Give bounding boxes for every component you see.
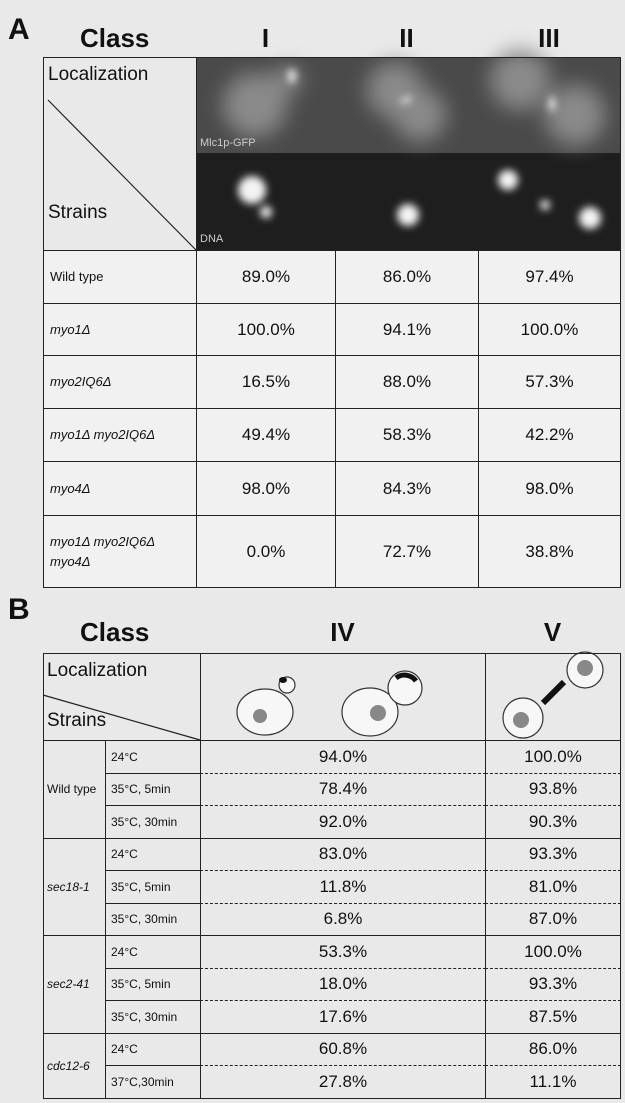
class-label: Class xyxy=(80,616,150,647)
strain-cell: myo1Δ xyxy=(43,303,197,356)
strain-cell: myo2IQ6Δ xyxy=(43,355,197,409)
image-label: Mlc1p-GFP xyxy=(200,137,256,149)
value-cell: 49.4% xyxy=(196,408,336,462)
value-cell: 6.8% xyxy=(200,902,486,935)
image-cell xyxy=(200,653,486,741)
value-cell: 90.3% xyxy=(485,805,621,838)
image-frame xyxy=(196,57,621,251)
condition-cell: 37°C,30min xyxy=(105,1065,201,1099)
localization-label: Localization xyxy=(48,64,149,85)
value-cell: 16.5% xyxy=(196,355,336,409)
value-cell: 93.8% xyxy=(485,772,621,805)
value-cell: 93.3% xyxy=(485,967,621,1000)
value-cell: 53.3% xyxy=(200,935,486,968)
value-cell: 18.0% xyxy=(200,967,486,1000)
strain-cell: sec18-1 xyxy=(43,837,106,936)
table-bottom xyxy=(43,1097,621,1099)
value-cell: 93.3% xyxy=(485,837,621,870)
condition-cell: 35°C, 30min xyxy=(105,1000,201,1034)
condition-cell: 24°C xyxy=(105,837,201,871)
strain-cell: myo1Δ myo2IQ6Δ xyxy=(43,408,197,462)
value-cell: 92.0% xyxy=(200,805,486,838)
condition-cell: 35°C, 30min xyxy=(105,902,201,936)
value-cell: 88.0% xyxy=(335,355,479,409)
condition-cell: 24°C xyxy=(105,1032,201,1066)
strains-label: Strains xyxy=(48,202,108,223)
value-cell: 58.3% xyxy=(335,408,479,462)
value-cell: 57.3% xyxy=(478,355,621,409)
value-cell: 78.4% xyxy=(200,772,486,805)
condition-cell: 24°C xyxy=(105,935,201,969)
condition-cell: 35°C, 5min xyxy=(105,772,201,806)
value-cell: 0.0% xyxy=(196,515,336,588)
value-cell: 94.1% xyxy=(335,303,479,356)
condition-cell: 35°C, 5min xyxy=(105,870,201,904)
panel-label: A xyxy=(8,13,30,46)
value-cell: 94.0% xyxy=(200,740,486,773)
value-cell: 81.0% xyxy=(485,870,621,903)
value-cell: 11.1% xyxy=(485,1065,621,1098)
value-cell: 87.0% xyxy=(485,902,621,935)
image-label: DNA xyxy=(200,233,224,245)
value-cell: 38.8% xyxy=(478,515,621,588)
value-cell: 87.5% xyxy=(485,1000,621,1033)
value-cell: 100.0% xyxy=(485,740,621,773)
condition-cell: 35°C, 30min xyxy=(105,805,201,839)
class-label: Class xyxy=(80,22,150,53)
strains-label: Strains xyxy=(47,710,107,731)
value-cell: 97.4% xyxy=(478,250,621,304)
column-header: V xyxy=(543,616,562,647)
value-cell: 98.0% xyxy=(196,461,336,516)
value-cell: 89.0% xyxy=(196,250,336,304)
value-cell: 100.0% xyxy=(478,303,621,356)
panel-label: B xyxy=(8,593,30,626)
column-header: III xyxy=(538,22,560,53)
value-cell: 60.8% xyxy=(200,1032,486,1065)
strain-cell: cdc12-6 xyxy=(43,1032,106,1099)
value-cell: 72.7% xyxy=(335,515,479,588)
strain-cell: Wild type xyxy=(43,740,106,839)
value-cell: 42.2% xyxy=(478,408,621,462)
strain-cell: myo4Δ xyxy=(43,461,197,516)
value-cell: 17.6% xyxy=(200,1000,486,1033)
image-cell xyxy=(485,653,621,741)
condition-cell: 35°C, 5min xyxy=(105,967,201,1001)
value-cell: 86.0% xyxy=(335,250,479,304)
strain-cell: sec2-41 xyxy=(43,935,106,1034)
strain-cell: Wild type xyxy=(43,250,197,304)
value-cell: 98.0% xyxy=(478,461,621,516)
column-header: IV xyxy=(330,616,355,647)
micrograph-dna xyxy=(196,153,620,250)
value-cell: 100.0% xyxy=(196,303,336,356)
value-cell: 100.0% xyxy=(485,935,621,968)
column-header: II xyxy=(399,22,414,53)
localization-label: Localization xyxy=(47,660,148,681)
strain-cell: myo1Δ myo2IQ6Δ myo4Δ xyxy=(43,515,197,588)
column-header: I xyxy=(261,22,270,53)
value-cell: 83.0% xyxy=(200,837,486,870)
value-cell: 11.8% xyxy=(200,870,486,903)
value-cell: 86.0% xyxy=(485,1032,621,1065)
value-cell: 27.8% xyxy=(200,1065,486,1098)
value-cell: 84.3% xyxy=(335,461,479,516)
condition-cell: 24°C xyxy=(105,740,201,774)
